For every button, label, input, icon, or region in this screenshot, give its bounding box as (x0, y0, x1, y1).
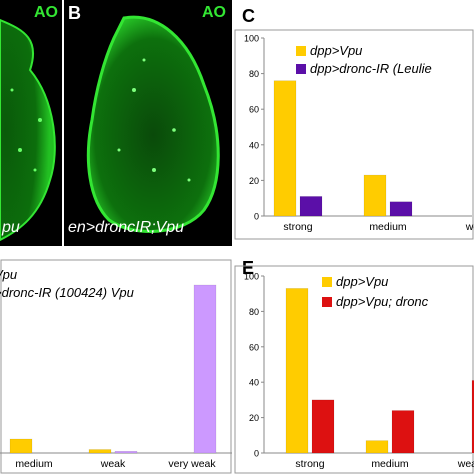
bar-e-s1-strong (311, 399, 335, 454)
chart-e-svg: 0 20 40 60 80 100 strong medium weak dpp>Vpu dpp>V… (234, 265, 474, 474)
tissue-image-a (0, 18, 56, 242)
x-tick-label-e-0: strong (295, 458, 324, 470)
y-tick-label-e-80: 80 (249, 307, 259, 317)
chart-border-c (234, 29, 474, 240)
chart-d-svg: medium weak very weak Vpu >dronc-IR (100424)… (0, 259, 232, 474)
legend-label-e-0: dpp>Vpu (336, 274, 388, 289)
bar-chart-c: C 0 20 40 60 80 100 strong medium weak dpp>Vpu dpp… (234, 0, 474, 240)
chart-border-d (0, 259, 232, 474)
x-tick-label-c-1: medium (369, 221, 407, 233)
y-tick-label-e-100: 100 (244, 272, 259, 282)
y-tick-label-e-60: 60 (249, 342, 259, 352)
y-tick-label-c-0: 0 (254, 212, 259, 222)
x-tick-label-e-2: weak (457, 458, 474, 470)
legend-label-d-1: >dronc-IR (100424) Vpu (0, 285, 134, 300)
x-tick-label-d-0: medium (15, 458, 53, 470)
chart-border-e (234, 265, 474, 474)
bar-e-s0-strong (285, 288, 309, 454)
bar-e-s1-weak (471, 380, 474, 454)
bar-c-s1-medium (389, 201, 413, 217)
bar-chart-e: E 0 20 40 60 80 100 strong medium weak dpp>Vpu dpp… (234, 246, 474, 474)
bar-c-s0-strong (273, 80, 297, 217)
panel-letter-e: E (242, 258, 255, 278)
panel-letter-c: C (242, 6, 255, 26)
genotype-label-b: en>droncIR;Vpu (68, 219, 185, 236)
legend-label-d-0: Vpu (0, 267, 17, 282)
bar-c-s0-medium (363, 174, 387, 217)
legend-swatch-c-1 (296, 64, 306, 74)
y-tick-label-c-40: 40 (249, 140, 259, 150)
legend-swatch-c-0 (296, 46, 306, 56)
bar-e-s1-medium (391, 410, 415, 454)
x-tick-label-d-2: very weak (168, 458, 216, 470)
x-tick-label-c-0: strong (283, 221, 312, 233)
y-tick-label-e-0: 0 (254, 449, 259, 459)
bar-d-s0-medium (9, 438, 33, 454)
stain-label-b: AO (202, 4, 226, 21)
y-tick-label-c-80: 80 (249, 69, 259, 79)
legend-swatch-e-0 (322, 277, 332, 287)
bar-d-s0-weak (88, 449, 112, 454)
legend-label-c-0: dpp>Vpu (310, 43, 362, 58)
chart-c-svg: 0 20 40 60 80 100 strong medium weak dpp>Vpu dpp>d… (234, 29, 474, 240)
bar-d-s1-very-weak (193, 284, 217, 454)
bar-e-s0-medium (365, 440, 389, 454)
genotype-label-a: pu (2, 219, 20, 236)
y-tick-label-e-20: 20 (249, 413, 259, 423)
bar-c-s1-strong (299, 196, 323, 217)
tissue-image-b (86, 15, 220, 233)
bar-d-s1-weak (114, 451, 138, 454)
x-tick-label-e-1: medium (371, 458, 409, 470)
y-tick-label-e-40: 40 (249, 378, 259, 388)
stain-label-a: AO (34, 4, 58, 21)
legend-label-c-1: dpp>dronc-IR (Leulie (310, 61, 432, 76)
y-tick-label-c-20: 20 (249, 176, 259, 186)
legend-label-e-1: dpp>Vpu; dronc (336, 294, 429, 309)
y-tick-label-c-60: 60 (249, 105, 259, 115)
panel-letter-b: B (68, 3, 81, 23)
microscopy-panel-b: B AO en>droncIR;Vpu (64, 0, 232, 246)
y-tick-label-c-100: 100 (244, 34, 259, 44)
x-tick-label-c-2: weak (465, 221, 474, 233)
microscopy-panel-a: AO pu (0, 0, 62, 246)
x-tick-label-d-1: weak (100, 458, 126, 470)
bar-chart-d: medium weak very weak Vpu >dronc-IR (100424)… (0, 258, 232, 474)
legend-swatch-e-1 (322, 297, 332, 307)
